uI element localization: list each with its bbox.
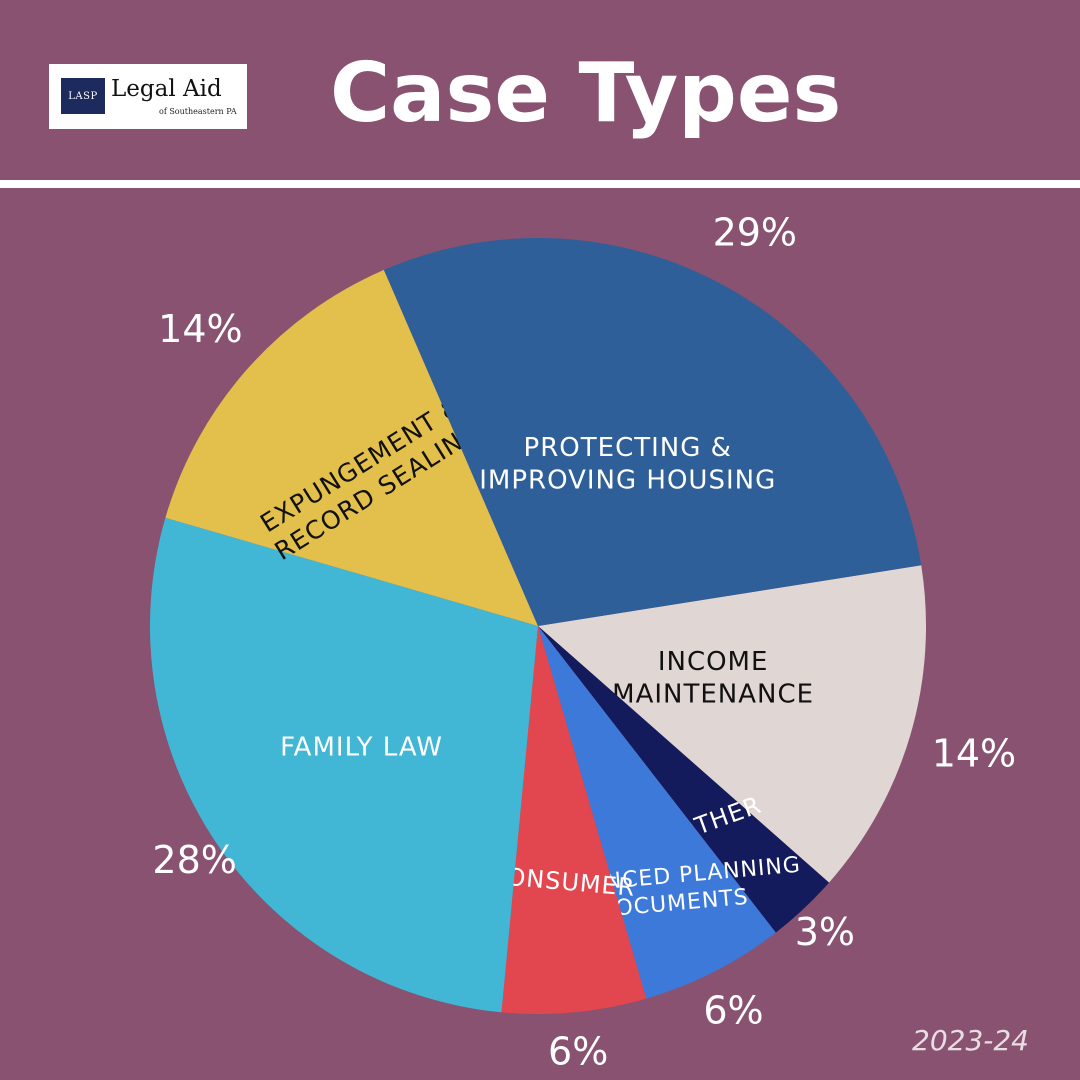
slice-label: FAMILY LAW <box>280 732 443 762</box>
slice-label: INCOME MAINTENANCE <box>612 647 814 710</box>
year-label: 2023-24 <box>912 1024 1029 1057</box>
slice-label: PROTECTING & IMPROVING HOUSING <box>479 433 776 496</box>
slice-percentage: 6% <box>703 988 763 1032</box>
logo-abbreviation: LASP <box>61 78 105 114</box>
pie-slice <box>149 517 538 1013</box>
logo-name: Legal Aid <box>111 76 222 102</box>
slice-percentage: 14% <box>932 731 1016 775</box>
pie-slice <box>538 626 776 999</box>
lasp-logo[interactable]: LASP Legal Aid of Southeastern PA <box>49 64 247 129</box>
pie-slice <box>383 237 922 627</box>
slice-percentage: 3% <box>795 910 855 954</box>
pie-slice <box>501 626 647 1014</box>
slice-percentage: 6% <box>548 1030 608 1074</box>
pie-slice <box>538 565 926 883</box>
page-title: Case Types <box>330 46 842 141</box>
logo-subtitle: of Southeastern PA <box>159 107 237 116</box>
slice-percentage: 14% <box>158 307 242 351</box>
slice-percentage: 28% <box>152 838 236 882</box>
pie-slice <box>165 269 538 626</box>
slice-percentage: 29% <box>713 210 797 254</box>
header-divider <box>0 180 1080 188</box>
pie-slice <box>538 626 830 933</box>
